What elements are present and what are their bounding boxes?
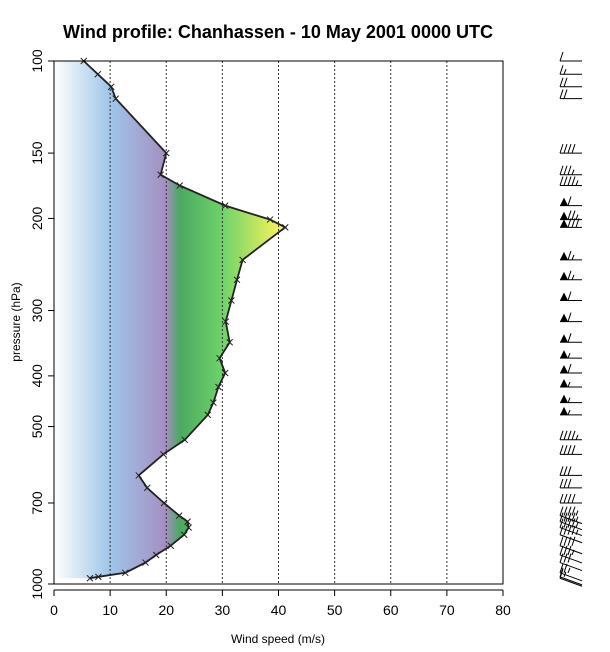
data-point <box>180 531 188 539</box>
wind-barb <box>559 77 582 88</box>
data-point <box>281 223 289 231</box>
wind-speed-line <box>80 57 289 582</box>
wind-barb <box>559 89 582 100</box>
wind-barb <box>559 466 582 476</box>
y-tick-label: 500 <box>29 415 45 439</box>
data-point <box>228 297 235 304</box>
y-tick-label: 700 <box>29 491 45 515</box>
wind-barb <box>559 176 582 186</box>
data-point <box>86 574 94 582</box>
data-point <box>167 542 175 550</box>
wind-speed-area <box>54 61 286 579</box>
wind-barb <box>559 478 582 489</box>
wind-barb <box>559 143 582 154</box>
data-point <box>142 559 149 566</box>
wind-barb <box>559 545 583 564</box>
y-tick-label: 150 <box>29 141 45 165</box>
data-point <box>221 369 229 377</box>
wind-barb <box>560 291 582 301</box>
wind-barb <box>559 51 582 62</box>
wind-barb <box>559 536 583 555</box>
data-point <box>226 338 234 346</box>
wind-barb <box>559 525 583 544</box>
wind-barb <box>559 553 583 572</box>
data-point <box>210 399 217 406</box>
data-point <box>112 95 120 102</box>
wind-barb <box>559 493 582 504</box>
data-point <box>143 484 151 492</box>
x-tick-label: 80 <box>495 602 511 618</box>
y-tick-label: 100 <box>29 49 45 73</box>
x-axis: 0 10 20 30 40 50 60 70 80 <box>50 589 511 618</box>
y-tick-label: 200 <box>29 207 45 231</box>
data-point <box>94 573 102 581</box>
wind-barb <box>560 312 582 323</box>
data-point <box>233 276 241 284</box>
data-point <box>157 171 164 179</box>
wind-barb <box>559 445 582 455</box>
x-tick-label: 70 <box>439 602 455 618</box>
data-point <box>221 202 229 209</box>
data-point <box>239 256 246 264</box>
x-tick-label: 0 <box>50 602 58 618</box>
wind-barb <box>560 210 582 221</box>
wind-barb <box>559 518 583 537</box>
data-point <box>160 450 167 458</box>
wind-barb <box>560 378 582 388</box>
data-point <box>162 149 170 157</box>
x-axis-label: Wind speed (m/s) <box>231 632 325 646</box>
x-tick-label: 30 <box>215 602 231 618</box>
grid-lines <box>109 61 448 584</box>
y-axis-label: pressure (hPa) <box>9 282 23 361</box>
y-axis: 100 150 200 300 400 500 700 1000 <box>29 49 54 600</box>
data-point <box>266 216 274 223</box>
x-tick-label: 10 <box>102 602 118 618</box>
wind-barb <box>559 165 582 176</box>
x-tick-label: 50 <box>327 602 343 618</box>
wind-barb <box>560 394 582 404</box>
wind-barb <box>560 363 582 374</box>
data-point <box>94 70 102 78</box>
wind-barb <box>560 250 582 261</box>
data-point <box>107 83 115 91</box>
data-point <box>184 518 191 526</box>
data-point <box>216 354 223 362</box>
data-point <box>175 512 183 519</box>
wind-barb <box>560 196 582 207</box>
x-tick-label: 20 <box>158 602 174 618</box>
wind-barb <box>560 333 582 343</box>
wind-barb <box>559 506 583 525</box>
wind-barb <box>559 430 582 441</box>
plot-frame <box>53 60 504 585</box>
wind-barb <box>560 270 582 281</box>
chart-title: Wind profile: Chanhassen - 10 May 2001 0… <box>63 22 493 42</box>
wind-barbs <box>559 51 583 587</box>
data-point <box>222 318 230 325</box>
y-tick-label: 1000 <box>29 568 45 599</box>
data-point <box>185 524 193 531</box>
data-point <box>204 411 212 419</box>
data-point <box>215 383 222 391</box>
data-point <box>176 182 184 189</box>
y-tick-label: 400 <box>29 364 45 388</box>
data-point <box>135 472 143 479</box>
data-point <box>160 499 168 507</box>
wind-barb <box>560 406 582 416</box>
wind-barb <box>559 65 582 75</box>
wind-barb <box>560 350 582 359</box>
data-point <box>181 436 189 444</box>
area-fill <box>54 61 286 579</box>
y-tick-label: 300 <box>29 299 45 323</box>
x-tick-label: 60 <box>383 602 399 618</box>
data-point <box>121 569 129 577</box>
x-tick-label: 40 <box>271 602 287 618</box>
wind-barb <box>559 512 583 531</box>
data-point <box>152 551 160 559</box>
